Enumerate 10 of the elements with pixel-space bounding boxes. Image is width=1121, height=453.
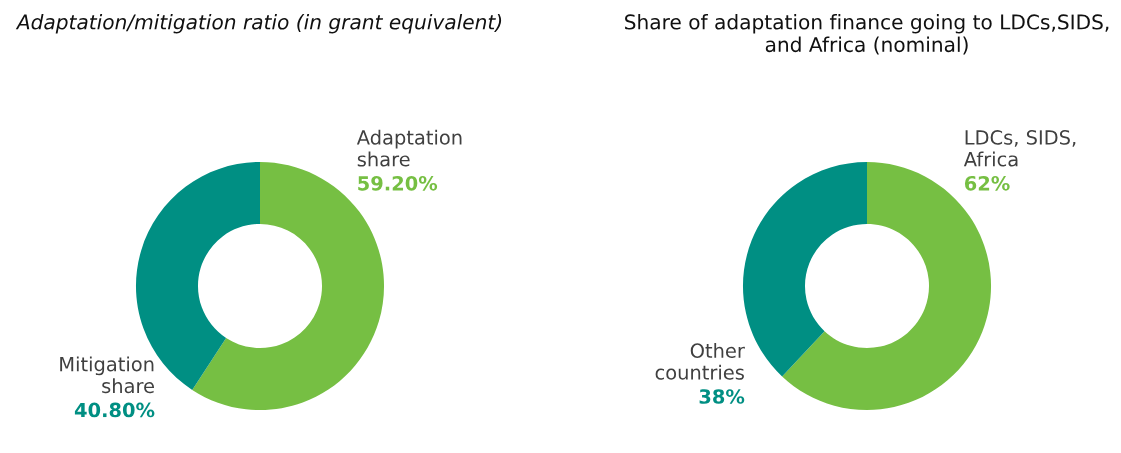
slice-label: Adaptation share bbox=[356, 129, 462, 167]
slice-label: Mitigation share bbox=[60, 356, 154, 394]
chart-title: Share of adaptation finance going to LDCs,SIDS, and Africa (nominal) bbox=[625, 14, 1109, 55]
slice-label: Other countries bbox=[655, 342, 745, 380]
data-label: 38% bbox=[699, 389, 745, 404]
data-label: 40.80% bbox=[74, 402, 155, 418]
data-label: 62% bbox=[964, 175, 1010, 191]
data-label: 59.20% bbox=[358, 175, 438, 191]
slice-label: LDCs, SIDS, Africa bbox=[963, 130, 1076, 167]
chart-title: Adaptation/mitigation ratio (in grant equivalent) bbox=[15, 14, 502, 34]
